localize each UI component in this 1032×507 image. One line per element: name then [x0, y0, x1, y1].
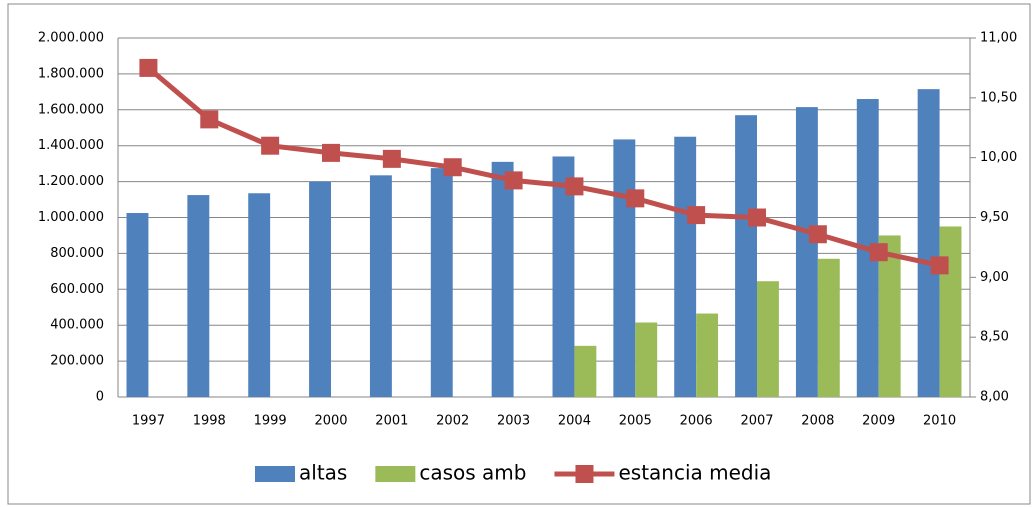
line-marker	[565, 177, 584, 196]
bar	[552, 156, 575, 397]
x-tick-label: 2005	[619, 414, 652, 429]
legend-label: casos amb	[419, 461, 526, 485]
bar	[430, 168, 453, 397]
y-tick-label: 600.000	[50, 282, 104, 297]
x-tick-label: 2000	[314, 414, 347, 429]
line-marker	[200, 110, 219, 129]
legend-swatch	[375, 466, 416, 482]
line-marker	[504, 171, 523, 190]
y-tick-label: 1.400.000	[38, 138, 104, 153]
y-tick-label: 800.000	[50, 246, 104, 261]
x-tick-label: 2007	[740, 414, 773, 429]
bar	[369, 175, 392, 397]
bar	[674, 136, 697, 397]
line-marker	[869, 243, 888, 262]
x-tick-label: 1997	[132, 414, 165, 429]
x-tick-label: 2009	[862, 414, 895, 429]
y2-tick-label: 9,50	[980, 210, 1009, 225]
bar	[613, 139, 636, 398]
y2-tick-label: 10,00	[980, 150, 1017, 165]
line-marker	[748, 208, 766, 227]
x-tick-label: 1998	[193, 414, 226, 429]
y-tick-label: 1.600.000	[38, 102, 104, 117]
line-marker	[382, 149, 401, 168]
x-tick-label: 2003	[497, 414, 530, 429]
y-tick-label: 200.000	[50, 354, 104, 369]
bar	[817, 258, 840, 397]
y-tick-label: 0	[96, 390, 104, 405]
x-tick-label: 1999	[254, 414, 287, 429]
bar	[757, 281, 779, 397]
bar	[309, 181, 331, 397]
bar	[635, 322, 658, 397]
y2-tick-label: 9,00	[980, 270, 1009, 285]
bar	[187, 195, 210, 397]
bar	[248, 193, 271, 397]
line	[146, 66, 941, 268]
line-marker	[261, 136, 280, 155]
y2-tick-label: 10,50	[980, 90, 1017, 105]
line-marker	[626, 189, 645, 208]
x-tick-label: 2002	[436, 414, 469, 429]
bar	[795, 107, 818, 398]
y2-tick-label: 11,00	[980, 31, 1017, 46]
y-tick-label: 1.800.000	[38, 66, 104, 81]
line-marker	[322, 143, 340, 162]
bar	[574, 345, 597, 397]
bar	[917, 89, 940, 397]
legend-swatch	[255, 466, 295, 482]
y2-tick-label: 8,00	[980, 390, 1009, 405]
line-marker	[687, 206, 706, 225]
x-tick-label: 2006	[680, 414, 713, 429]
x-tick-label: 2004	[558, 414, 591, 429]
bar	[939, 226, 962, 397]
y-tick-label: 1.200.000	[38, 174, 104, 189]
y-tick-label: 2.000.000	[38, 31, 104, 46]
legend-label: altas	[299, 461, 347, 485]
line-marker	[808, 225, 827, 244]
bar	[696, 313, 719, 397]
line-marker	[443, 158, 462, 177]
y-tick-label: 400.000	[50, 318, 104, 333]
bar	[735, 115, 757, 397]
bar	[878, 235, 901, 397]
legend-swatch	[575, 465, 594, 483]
x-tick-label: 2008	[801, 414, 834, 429]
bar	[491, 161, 514, 397]
legend-label: estancia media	[618, 461, 771, 485]
y-tick-label: 1.000.000	[38, 210, 104, 225]
y2-tick-label: 8,50	[980, 330, 1009, 345]
bar	[126, 213, 149, 397]
chart-frame	[7, 3, 1031, 505]
x-tick-label: 2001	[375, 414, 408, 429]
x-tick-label: 2010	[923, 414, 956, 429]
line-marker	[930, 256, 949, 275]
line-marker	[139, 58, 158, 77]
